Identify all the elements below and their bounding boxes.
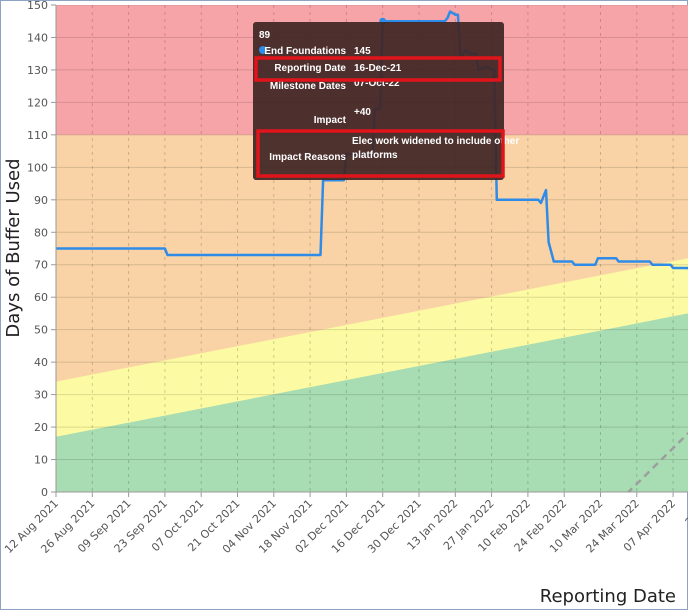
trend-line	[626, 431, 688, 492]
y-tick-label: 20	[34, 421, 48, 434]
tooltip-series-value: 145	[354, 46, 371, 57]
tooltip-impact-label: Impact	[314, 115, 347, 126]
y-tick-label: 130	[27, 64, 48, 77]
tooltip-reporting-date-label: Reporting Date	[274, 63, 346, 74]
tooltip-background	[253, 22, 504, 180]
tooltip-milestone-dates-value: 07-Oct-22	[354, 78, 400, 89]
y-tick-label: 150	[27, 0, 48, 12]
y-tick-label: 90	[34, 194, 48, 207]
y-tick-label: 60	[34, 291, 48, 304]
y-tick-label: 140	[27, 31, 48, 44]
tooltip-impact-reasons-label: Impact Reasons	[269, 152, 346, 163]
tooltip-impact-value: +40	[354, 107, 371, 118]
x-tick-label: 21 Ap	[683, 497, 688, 529]
tooltip-series-label: End Foundations	[264, 46, 346, 57]
tooltip-reporting-date-value: 16-Dec-21	[354, 63, 402, 74]
y-tick-label: 0	[41, 486, 48, 499]
series-marker-icon	[259, 46, 267, 54]
y-axis-title: Days of Buffer Used	[3, 158, 24, 337]
tooltip-impact-reasons-value-line2: platforms	[352, 150, 398, 161]
tooltip-header: 89	[259, 30, 271, 41]
y-tick-label: 40	[34, 356, 48, 369]
y-tick-label: 100	[27, 161, 48, 174]
y-tick-label: 10	[34, 454, 48, 467]
y-tick-label: 50	[34, 324, 48, 337]
y-tick-label: 80	[34, 226, 48, 239]
zone-green	[56, 313, 688, 492]
data-tooltip: 89 End Foundations 145 Reporting Date 16…	[253, 22, 519, 180]
y-tick-label: 120	[27, 96, 48, 109]
reporting-date-highlight-box	[254, 56, 502, 82]
grid-lines	[56, 5, 688, 492]
tooltip-impact-reasons-value-line1: Elec work widened to include other	[352, 136, 519, 147]
y-tick-label: 70	[34, 259, 48, 272]
y-tick-label: 110	[27, 129, 48, 142]
y-tick-label: 30	[34, 389, 48, 402]
impact-reasons-highlight-box	[256, 129, 505, 178]
x-axis-title: Reporting Date	[540, 586, 676, 607]
tooltip-milestone-dates-label: Milestone Dates	[270, 81, 347, 92]
